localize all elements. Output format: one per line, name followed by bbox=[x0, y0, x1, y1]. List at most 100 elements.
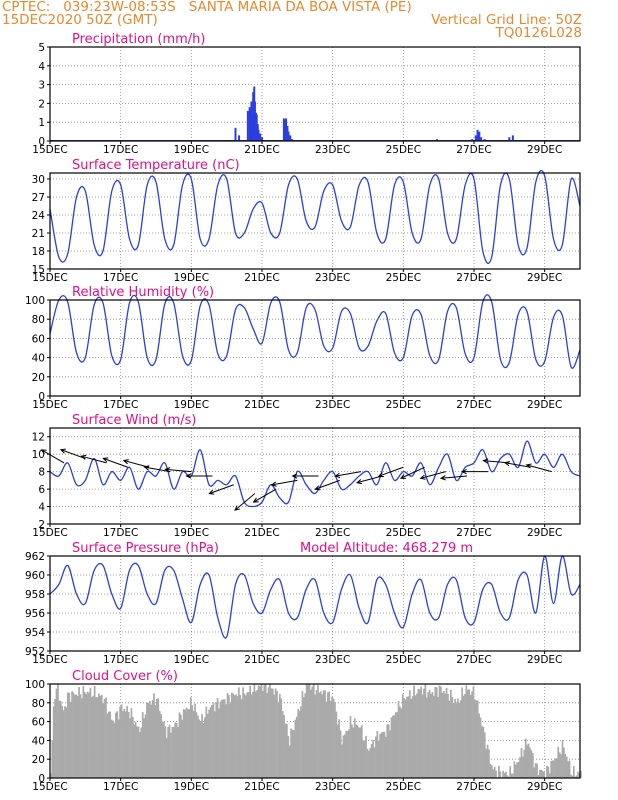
cloud-cover-bar bbox=[341, 744, 343, 778]
cloud-cover-bar bbox=[163, 721, 165, 778]
wind-vector-arrowhead bbox=[503, 460, 510, 467]
wind-vector-arrow bbox=[234, 493, 256, 511]
cloud-cover-bar bbox=[69, 701, 72, 778]
y-tick-label: 0 bbox=[38, 773, 45, 785]
cloud-cover-bar bbox=[418, 689, 421, 778]
header-source: CPTEC: bbox=[2, 0, 51, 15]
cloud-cover-bar bbox=[577, 771, 579, 778]
wind-vector-arrowhead bbox=[377, 472, 384, 478]
cloud-cover-bar bbox=[65, 707, 68, 778]
wind-vector-arrowhead bbox=[40, 449, 47, 455]
precip-bar bbox=[251, 114, 254, 141]
wind-vector-arrow bbox=[271, 479, 298, 486]
cloud-cover-bar bbox=[157, 698, 160, 778]
cloud-cover-bar bbox=[485, 748, 488, 778]
cloud-cover-bar bbox=[533, 767, 536, 778]
precip-bar bbox=[283, 120, 286, 141]
cloud-cover-bar bbox=[78, 687, 80, 778]
wind-vector-arrowhead bbox=[399, 474, 406, 479]
cloud-cover-bar bbox=[539, 769, 541, 778]
cloud-cover-bar bbox=[349, 716, 352, 778]
cloud-cover-bar bbox=[493, 766, 496, 778]
cloud-cover-bar bbox=[109, 711, 112, 778]
wind-vector-arrowhead bbox=[122, 459, 129, 465]
y-tick-label: 60 bbox=[32, 333, 45, 345]
cloud-cover-bar bbox=[58, 700, 61, 778]
x-tick-label: 27DEC bbox=[456, 399, 491, 411]
cloud-cover-bar bbox=[79, 694, 82, 778]
cloud-cover-bar bbox=[345, 730, 348, 778]
cloud-cover-bar bbox=[389, 730, 391, 778]
cloud-cover-bar bbox=[273, 694, 276, 778]
y-tick-label: 1 bbox=[38, 117, 45, 129]
cloud-cover-bar bbox=[301, 691, 304, 778]
x-tick-label: 21DEC bbox=[244, 144, 279, 156]
cloud-cover-bar bbox=[338, 719, 341, 778]
cloud-cover-bar bbox=[211, 705, 213, 778]
cloud-cover-bar bbox=[482, 726, 485, 778]
cloud-cover-bar bbox=[270, 688, 273, 778]
wind-vector-arrowhead bbox=[234, 505, 240, 511]
x-tick-label: 15DEC bbox=[32, 272, 67, 284]
temp-panel-title: Surface Temperature (nC) bbox=[72, 158, 240, 173]
x-tick-label: 29DEC bbox=[527, 654, 562, 666]
cloud-cover-bar bbox=[215, 702, 218, 778]
cloud-cover-bar bbox=[59, 700, 62, 778]
temp-panel-frame bbox=[49, 172, 581, 270]
x-tick-label: 15DEC bbox=[32, 399, 67, 411]
cloud-cover-bar bbox=[300, 706, 302, 778]
cloud-cover-bar bbox=[92, 695, 95, 778]
cloud-cover-bar bbox=[195, 712, 198, 778]
wind-vector-arrow bbox=[420, 471, 446, 479]
precip-bar bbox=[289, 135, 292, 141]
y-tick-label: 962 bbox=[25, 551, 45, 563]
cloud-cover-bar bbox=[417, 688, 420, 778]
precip-panel-frame bbox=[49, 46, 581, 142]
wind-vector-arrowhead bbox=[525, 463, 532, 469]
cloud-cover-bar bbox=[479, 717, 482, 778]
wind-vector-arrowhead bbox=[334, 472, 341, 478]
cloud-cover-bar bbox=[498, 765, 500, 778]
cloud-cover-bar bbox=[52, 706, 55, 778]
cloud-cover-bar bbox=[434, 686, 437, 778]
cloud-cover-bar bbox=[580, 770, 582, 778]
x-tick-label: 19DEC bbox=[174, 781, 209, 793]
precip-panel-title: Precipitation (mm/h) bbox=[72, 32, 205, 47]
cloud-cover-bar bbox=[512, 773, 514, 778]
y-tick-label: 27 bbox=[32, 192, 45, 204]
cloud-cover-bar bbox=[130, 708, 133, 778]
cloud-cover-bar bbox=[571, 775, 574, 778]
cloud-cover-bar bbox=[103, 698, 106, 778]
cloud-cover-bar bbox=[88, 692, 90, 778]
x-tick-label: 25DEC bbox=[386, 272, 421, 284]
cloud-cover-bar bbox=[66, 692, 69, 778]
cloud-cover-bar bbox=[262, 691, 264, 778]
cloud-cover-bar bbox=[510, 773, 513, 778]
cloud-cover-bar bbox=[540, 769, 543, 778]
cloud-cover-bar bbox=[352, 727, 355, 778]
x-tick-label: 27DEC bbox=[456, 654, 491, 666]
x-tick-label: 17DEC bbox=[103, 527, 138, 539]
x-tick-label: 23DEC bbox=[315, 272, 350, 284]
cloud-cover-bar bbox=[325, 701, 328, 778]
cloud-cover-bar bbox=[433, 695, 435, 778]
cloud-cover-bar bbox=[475, 700, 478, 778]
cloud-cover-bar bbox=[196, 715, 199, 778]
cloud-cover-bar bbox=[174, 722, 177, 778]
cloud-cover-bar bbox=[61, 705, 64, 778]
precip-bar bbox=[480, 137, 483, 141]
cloud-cover-bar bbox=[478, 713, 480, 778]
x-tick-label: 19DEC bbox=[174, 144, 209, 156]
cloud-cover-bar bbox=[113, 722, 116, 778]
y-tick-label: 0 bbox=[38, 391, 45, 403]
cloud-cover-bar bbox=[226, 693, 229, 778]
y-tick-label: 958 bbox=[25, 589, 45, 601]
cloud-cover-bar bbox=[451, 697, 454, 778]
cloud-cover-bar bbox=[356, 725, 359, 778]
cloud-cover-bar bbox=[165, 737, 168, 778]
precip-bar bbox=[285, 118, 288, 141]
cloud-cover-bar bbox=[407, 696, 410, 778]
cloud-cover-bar bbox=[523, 749, 526, 778]
cloud-cover-bar bbox=[110, 719, 113, 778]
cloud-cover-bar bbox=[561, 740, 564, 778]
